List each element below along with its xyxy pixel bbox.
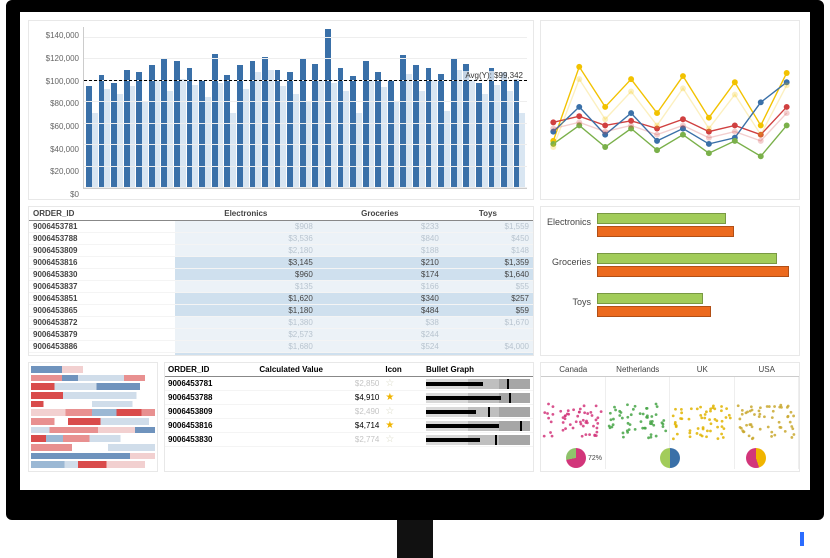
bar-chart-y-axis: $0$20,000$40,000$60,000$80,000$100,000$1… [33,25,79,195]
pie-icon [746,448,766,468]
power-led [800,532,804,546]
table-row[interactable]: 9006453886$1,680$524$4,000 [29,341,533,353]
y-tick-label: $120,000 [33,54,79,63]
table-row[interactable]: 9006453816$3,145$210$1,359 [29,257,533,269]
scatter-country-label: Canada [541,363,606,376]
orders-table-header-row: ORDER_IDElectronicsGroceriesToys [29,207,533,221]
bullet-col-header[interactable]: ORDER_ID [165,363,256,377]
star-icon: ☆ [382,377,423,391]
bullet-row[interactable]: 9006453809$2,490☆ [165,405,533,419]
bar-chart-panel: $0 $20,000 $40,000 $60,000 $80,000 $100,000 $1… [28,20,534,200]
bar-chart-plot: Avg(Y): $99,342 [83,27,527,189]
bullet-table-header-row: ORDER_IDCalculated ValueIconBullet Graph [165,363,533,377]
table-row[interactable]: 9006453830$960$174$1,640 [29,269,533,281]
hbar-category-label: Groceries [543,257,591,267]
bullet-col-header[interactable]: Calculated Value [256,363,382,377]
avg-label: Avg(Y): $99,342 [463,71,525,80]
pie-icon [566,448,586,468]
table-row[interactable]: 9006453781$908$233$1,559 [29,221,533,233]
monitor-frame: $0 $20,000 $40,000 $60,000 $80,000 $100,000 $1… [0,0,830,558]
scatter-panel: CanadaNetherlandsUKUSA 72% [540,362,800,472]
table-row[interactable]: 9006453788$3,536$840$450 [29,233,533,245]
scatter-header: CanadaNetherlandsUKUSA [541,363,799,377]
table-row[interactable]: 9006453872$1,380$38$1,670 [29,317,533,329]
scatter-country-label: USA [735,363,800,376]
table-col-header[interactable]: Electronics [175,207,317,221]
hbar-category-label: Electronics [543,217,591,227]
bullet-col-header[interactable]: Icon [382,363,423,377]
bullet-row[interactable]: 9006453830$2,774☆ [165,433,533,447]
star-icon: ☆ [382,405,423,419]
y-tick-label: $80,000 [33,99,79,108]
hbar-chart-panel: Electronics Groceries Toys [540,206,800,356]
scatter-country-label: Netherlands [606,363,671,376]
y-tick-label: $140,000 [33,31,79,40]
table-row[interactable]: 9006453809$2,180$188$148 [29,245,533,257]
orders-table: ORDER_IDElectronicsGroceriesToys 9006453… [29,207,533,356]
pie-icon [660,448,680,468]
table-row[interactable]: 9006453900$1,800$250$290 [29,353,533,357]
y-tick-label: $0 [33,190,79,199]
screen-bezel: $0 $20,000 $40,000 $60,000 $80,000 $100,000 $1… [6,0,824,520]
scatter-country-label: UK [670,363,735,376]
bullet-table-body: 9006453781$2,850☆9006453788$4,910★900645… [165,377,533,447]
hbar-category-label: Toys [543,297,591,307]
table-row[interactable]: 9006453851$1,620$340$257 [29,293,533,305]
y-tick-label: $20,000 [33,167,79,176]
orders-table-body: 9006453781$908$233$1,5599006453788$3,536… [29,221,533,357]
line-chart-panel [540,20,800,200]
star-icon: ☆ [382,433,423,447]
table-col-header[interactable]: Groceries [317,207,443,221]
orders-table-panel: ORDER_IDElectronicsGroceriesToys 9006453… [28,206,534,356]
bottom-left-panels: ORDER_IDCalculated ValueIconBullet Graph… [28,362,534,472]
table-col-header[interactable]: Toys [443,207,533,221]
y-tick-label: $100,000 [33,77,79,86]
table-row[interactable]: 9006453879$2,573$244 [29,329,533,341]
y-tick-label: $40,000 [33,145,79,154]
table-row[interactable]: 9006453865$1,180$484$59 [29,305,533,317]
dashboard-screen: $0 $20,000 $40,000 $60,000 $80,000 $100,000 $1… [20,12,810,490]
line-chart-svg [541,21,799,199]
avg-line [84,80,527,81]
bullet-row[interactable]: 9006453816$4,714★ [165,419,533,433]
bar-chart-bars [84,27,527,188]
table-row[interactable]: 9006453837$135$166$55 [29,281,533,293]
bullet-col-header[interactable]: Bullet Graph [423,363,533,377]
bullet-table: ORDER_IDCalculated ValueIconBullet Graph… [165,363,533,447]
y-tick-label: $60,000 [33,122,79,131]
heatstrip-panel [28,362,158,472]
bullet-table-panel: ORDER_IDCalculated ValueIconBullet Graph… [164,362,534,472]
monitor-stand [397,520,433,558]
bullet-row[interactable]: 9006453781$2,850☆ [165,377,533,391]
bullet-row[interactable]: 9006453788$4,910★ [165,391,533,405]
star-icon: ★ [382,391,423,405]
table-col-header[interactable]: ORDER_ID [29,207,175,221]
pie-row: 72% [541,447,799,469]
star-icon: ★ [382,419,423,433]
